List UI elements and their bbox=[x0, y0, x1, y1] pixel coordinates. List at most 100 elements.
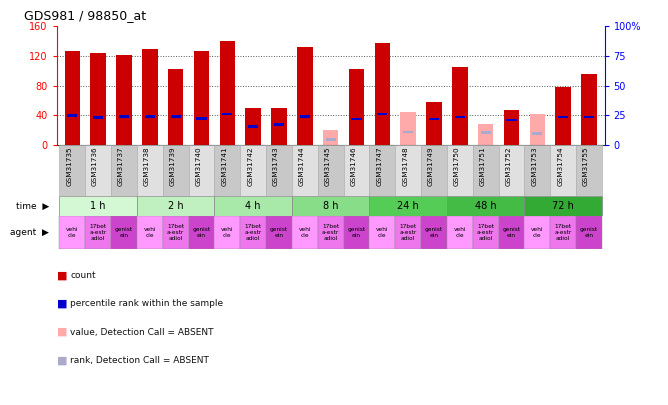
Text: GSM31752: GSM31752 bbox=[506, 146, 512, 186]
Bar bbox=[403, 130, 413, 133]
Text: 17bet
a-estr
adiol: 17bet a-estr adiol bbox=[477, 224, 494, 241]
Bar bbox=[524, 196, 602, 217]
Text: genist
ein: genist ein bbox=[425, 227, 443, 238]
Text: GSM31754: GSM31754 bbox=[557, 146, 563, 186]
Bar bbox=[343, 145, 369, 196]
Bar bbox=[369, 196, 447, 217]
Text: vehi
cle: vehi cle bbox=[454, 227, 466, 238]
Bar bbox=[137, 196, 214, 217]
Text: agent  ▶: agent ▶ bbox=[10, 228, 49, 237]
Text: 17bet
a-estr
adiol: 17bet a-estr adiol bbox=[244, 224, 262, 241]
Bar bbox=[421, 145, 447, 196]
Bar bbox=[245, 108, 261, 145]
Text: GSM31737: GSM31737 bbox=[118, 146, 124, 186]
Bar bbox=[395, 217, 421, 249]
Bar bbox=[558, 116, 568, 118]
Text: vehi
cle: vehi cle bbox=[376, 227, 389, 238]
Text: GSM31746: GSM31746 bbox=[351, 146, 357, 186]
Text: 48 h: 48 h bbox=[475, 201, 496, 211]
Bar bbox=[142, 49, 158, 145]
Bar bbox=[323, 130, 339, 145]
Bar bbox=[300, 115, 310, 117]
Bar bbox=[214, 217, 240, 249]
Bar bbox=[240, 217, 266, 249]
Text: GDS981 / 98850_at: GDS981 / 98850_at bbox=[24, 9, 146, 22]
Text: GSM31736: GSM31736 bbox=[92, 146, 98, 186]
Bar bbox=[447, 145, 473, 196]
Text: 2 h: 2 h bbox=[168, 201, 184, 211]
Bar bbox=[447, 217, 473, 249]
Text: GSM31753: GSM31753 bbox=[531, 146, 537, 186]
Bar bbox=[481, 131, 491, 134]
Bar bbox=[584, 116, 594, 118]
Text: 1 h: 1 h bbox=[90, 201, 106, 211]
Bar bbox=[222, 113, 232, 115]
Text: 8 h: 8 h bbox=[323, 201, 339, 211]
Text: value, Detection Call = ABSENT: value, Detection Call = ABSENT bbox=[70, 328, 214, 337]
Text: genist
ein: genist ein bbox=[502, 227, 520, 238]
Bar bbox=[426, 102, 442, 145]
Bar bbox=[111, 145, 137, 196]
Bar bbox=[163, 217, 188, 249]
Bar bbox=[168, 69, 184, 145]
Bar bbox=[524, 145, 550, 196]
Text: GSM31741: GSM31741 bbox=[221, 146, 227, 186]
Bar bbox=[297, 47, 313, 145]
Bar bbox=[59, 196, 137, 217]
Bar bbox=[351, 118, 361, 120]
Text: genist
ein: genist ein bbox=[580, 227, 598, 238]
Bar bbox=[266, 217, 292, 249]
Bar bbox=[576, 145, 602, 196]
Bar bbox=[498, 145, 524, 196]
Bar bbox=[292, 145, 318, 196]
Bar bbox=[119, 115, 129, 117]
Bar bbox=[395, 145, 421, 196]
Bar bbox=[421, 217, 447, 249]
Bar bbox=[59, 145, 86, 196]
Text: 17bet
a-estr
adiol: 17bet a-estr adiol bbox=[554, 224, 572, 241]
Bar bbox=[194, 51, 209, 145]
Bar bbox=[59, 217, 86, 249]
Bar bbox=[93, 116, 103, 119]
Bar bbox=[550, 145, 576, 196]
Bar bbox=[188, 145, 214, 196]
Bar bbox=[292, 196, 369, 217]
Bar bbox=[137, 217, 163, 249]
Text: 72 h: 72 h bbox=[552, 201, 574, 211]
Text: percentile rank within the sample: percentile rank within the sample bbox=[70, 299, 223, 308]
Text: vehi
cle: vehi cle bbox=[299, 227, 311, 238]
Bar bbox=[452, 67, 468, 145]
Text: GSM31743: GSM31743 bbox=[273, 146, 279, 186]
Bar bbox=[478, 124, 494, 145]
Text: vehi
cle: vehi cle bbox=[144, 227, 156, 238]
Bar bbox=[530, 114, 545, 145]
Bar bbox=[524, 217, 550, 249]
Bar bbox=[274, 123, 284, 126]
Bar bbox=[196, 117, 206, 120]
Bar bbox=[506, 119, 516, 121]
Bar bbox=[214, 196, 292, 217]
Text: 4 h: 4 h bbox=[245, 201, 261, 211]
Text: GSM31751: GSM31751 bbox=[480, 146, 486, 186]
Text: rank, Detection Call = ABSENT: rank, Detection Call = ABSENT bbox=[70, 356, 209, 365]
Text: vehi
cle: vehi cle bbox=[221, 227, 234, 238]
Bar bbox=[400, 112, 416, 145]
Bar bbox=[343, 217, 369, 249]
Text: 17bet
a-estr
adiol: 17bet a-estr adiol bbox=[322, 224, 339, 241]
Bar bbox=[318, 145, 343, 196]
Bar bbox=[447, 196, 524, 217]
Text: GSM31742: GSM31742 bbox=[247, 146, 253, 186]
Bar bbox=[349, 69, 364, 145]
Bar bbox=[188, 217, 214, 249]
Bar bbox=[271, 108, 287, 145]
Bar bbox=[214, 145, 240, 196]
Text: genist
ein: genist ein bbox=[270, 227, 288, 238]
Bar bbox=[67, 114, 77, 117]
Bar bbox=[86, 145, 111, 196]
Bar bbox=[377, 113, 387, 115]
Text: GSM31749: GSM31749 bbox=[428, 146, 434, 186]
Text: time  ▶: time ▶ bbox=[16, 202, 49, 211]
Bar bbox=[325, 138, 336, 141]
Bar bbox=[473, 217, 498, 249]
Text: GSM31739: GSM31739 bbox=[170, 146, 176, 186]
